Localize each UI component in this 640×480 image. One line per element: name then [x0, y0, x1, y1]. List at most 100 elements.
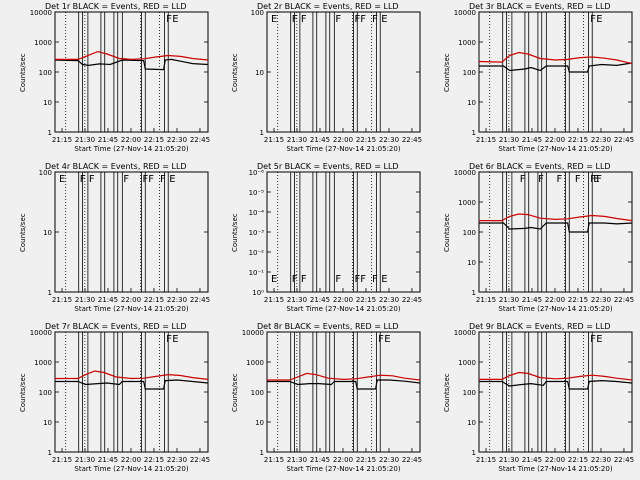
- x-tick-label: 22:45: [402, 456, 422, 464]
- y-tick-label: 1: [472, 129, 476, 137]
- x-tick-label: 21:45: [310, 456, 330, 464]
- y-tick-label: 1: [260, 449, 264, 457]
- x-tick-label: 22:45: [190, 136, 210, 144]
- x-tick-label: 22:00: [545, 456, 565, 464]
- y-tick-label: 1000: [458, 359, 476, 367]
- y-axis-label: Counts/sec: [443, 53, 451, 92]
- y-tick-label: 10000: [454, 169, 476, 177]
- flag-label: F: [292, 14, 298, 25]
- y-tick-label: 10000: [30, 9, 52, 17]
- x-tick-label: 22:30: [591, 456, 611, 464]
- x-tick-label: 22:15: [356, 456, 376, 464]
- x-tick-label: 22:45: [190, 456, 210, 464]
- y-tick-label: 10: [43, 419, 52, 427]
- chart-title: Det 8r BLACK = Events, RED = LLD: [257, 322, 399, 331]
- x-axis-label: Start Time (27-Nov-14 21:05:20): [286, 465, 400, 473]
- y-axis-label: Counts/sec: [231, 213, 239, 252]
- x-tick-label: 21:15: [476, 296, 496, 304]
- flag-label: E: [59, 174, 65, 185]
- flag-label: FF: [354, 14, 366, 25]
- chart-title: Det 7r BLACK = Events, RED = LLD: [45, 322, 187, 331]
- y-tick-label: 10: [467, 99, 476, 107]
- x-tick-label: 21:15: [264, 456, 284, 464]
- series-lld-line: [478, 51, 633, 65]
- flag-label: E: [169, 174, 175, 185]
- x-tick-label: 21:15: [264, 136, 284, 144]
- y-axis-label: Counts/sec: [19, 213, 27, 252]
- flag-label: F: [372, 274, 378, 285]
- x-tick-label: 21:30: [287, 296, 307, 304]
- plot-frame: [266, 171, 421, 293]
- chart-title: Det 9r BLACK = Events, RED = LLD: [469, 322, 611, 331]
- flag-label: FF: [142, 174, 154, 185]
- x-tick-label: 22:15: [144, 456, 164, 464]
- plot-frame: [266, 11, 421, 133]
- flag-label: F: [590, 174, 596, 185]
- y-tick-label: 1: [472, 289, 476, 297]
- series-events-line: [479, 222, 633, 233]
- x-tick-label: 21:45: [98, 296, 118, 304]
- y-tick-label: 10⁰: [252, 289, 264, 297]
- flag-label: F: [538, 174, 544, 185]
- flag-label: F: [590, 14, 596, 25]
- x-tick-label: 22:30: [379, 456, 399, 464]
- x-tick-label: 22:15: [144, 296, 164, 304]
- plot-frame: [478, 171, 633, 293]
- x-tick-label: 21:30: [499, 136, 519, 144]
- plot-frame: [54, 171, 209, 293]
- series-events-line: [54, 58, 209, 71]
- flag-label: E: [381, 274, 387, 285]
- flag-label: F: [166, 334, 172, 345]
- x-tick-label: 21:45: [98, 136, 118, 144]
- x-tick-label: 21:45: [522, 136, 542, 144]
- flag-label: F: [123, 174, 129, 185]
- x-tick-label: 22:30: [167, 456, 187, 464]
- series-lld-line: [55, 370, 209, 380]
- flag-label: FF: [354, 274, 366, 285]
- x-tick-label: 22:00: [333, 296, 353, 304]
- y-tick-label: 10: [255, 419, 264, 427]
- y-tick-label: 10: [43, 99, 52, 107]
- x-tick-label: 22:45: [614, 456, 634, 464]
- y-axis-label: Counts/sec: [231, 53, 239, 92]
- x-tick-label: 22:15: [568, 296, 588, 304]
- x-tick-label: 21:45: [522, 296, 542, 304]
- y-tick-label: 1: [260, 129, 264, 137]
- y-tick-label: 100: [463, 69, 476, 77]
- y-tick-label: 1000: [34, 359, 52, 367]
- x-tick-label: 21:30: [75, 296, 95, 304]
- y-tick-label: 1: [48, 289, 52, 297]
- x-tick-label: 21:30: [287, 456, 307, 464]
- x-tick-label: 21:30: [499, 456, 519, 464]
- x-tick-label: 21:15: [52, 456, 72, 464]
- y-axis-label: Counts/sec: [443, 373, 451, 412]
- x-tick-label: 21:45: [310, 136, 330, 144]
- flag-label: F: [557, 174, 563, 185]
- y-tick-label: 1000: [246, 359, 264, 367]
- x-axis-label: Start Time (27-Nov-14 21:05:20): [498, 305, 612, 313]
- x-tick-label: 21:45: [522, 456, 542, 464]
- y-tick-label: 100: [251, 389, 264, 397]
- plot-frame: [266, 331, 421, 453]
- y-tick-label: 10⁻⁶: [249, 169, 265, 177]
- flag-label: F: [292, 274, 298, 285]
- flag-label: E: [172, 334, 178, 345]
- flag-label: E: [596, 334, 602, 345]
- x-tick-label: 22:30: [167, 296, 187, 304]
- y-tick-label: 1: [48, 449, 52, 457]
- series-events-line: [479, 379, 633, 390]
- y-tick-label: 10⁻³: [249, 229, 265, 237]
- y-tick-label: 10000: [30, 329, 52, 337]
- y-tick-label: 10⁻¹: [249, 269, 265, 277]
- y-tick-label: 10: [255, 69, 264, 77]
- x-tick-label: 22:15: [568, 456, 588, 464]
- y-tick-label: 100: [463, 229, 476, 237]
- y-tick-label: 100: [39, 69, 52, 77]
- flag-label: E: [384, 334, 390, 345]
- flag-label: F: [335, 274, 341, 285]
